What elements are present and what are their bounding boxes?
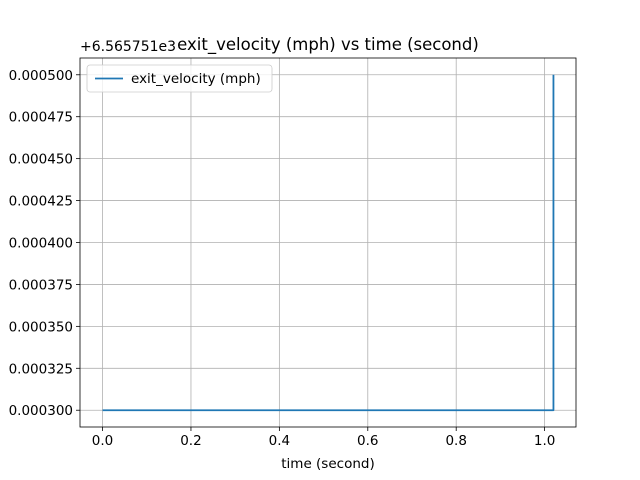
legend: exit_velocity (mph) [86, 64, 273, 93]
y-tick-label: 0.000425 [9, 194, 73, 210]
y-tick-label: 0.000350 [9, 319, 73, 335]
legend-label: exit_velocity (mph) [131, 71, 261, 87]
y-tick-label: 0.000500 [9, 68, 73, 84]
x-axis-label: time (second) [281, 456, 374, 472]
offset-text: +6.565751e3 [80, 39, 176, 55]
chart-title: exit_velocity (mph) vs time (second) [177, 35, 479, 55]
x-tick-label: 0.0 [92, 433, 113, 449]
y-tick-label: 0.000450 [9, 152, 73, 168]
y-tick-label: 0.000475 [9, 110, 73, 126]
y-tick-label: 0.000325 [9, 361, 73, 377]
y-axis-ticks: 0.000300 0.000325 0.000350 0.000375 0.000400… [9, 68, 80, 419]
legend-box [86, 64, 273, 93]
y-tick-label: 0.000375 [9, 277, 73, 293]
x-tick-label: 0.6 [357, 433, 378, 449]
y-tick-label: 0.000400 [9, 236, 73, 252]
series-line [102, 74, 555, 412]
x-tick-label: 0.2 [180, 433, 201, 449]
x-axis-ticks: 0.0 0.2 0.4 0.6 0.8 1.0 [92, 427, 555, 449]
x-tick-label: 0.4 [269, 433, 290, 449]
x-tick-label: 1.0 [534, 433, 555, 449]
x-tick-label: 0.8 [445, 433, 466, 449]
y-tick-label: 0.000300 [9, 403, 73, 419]
series-group [102, 74, 555, 412]
